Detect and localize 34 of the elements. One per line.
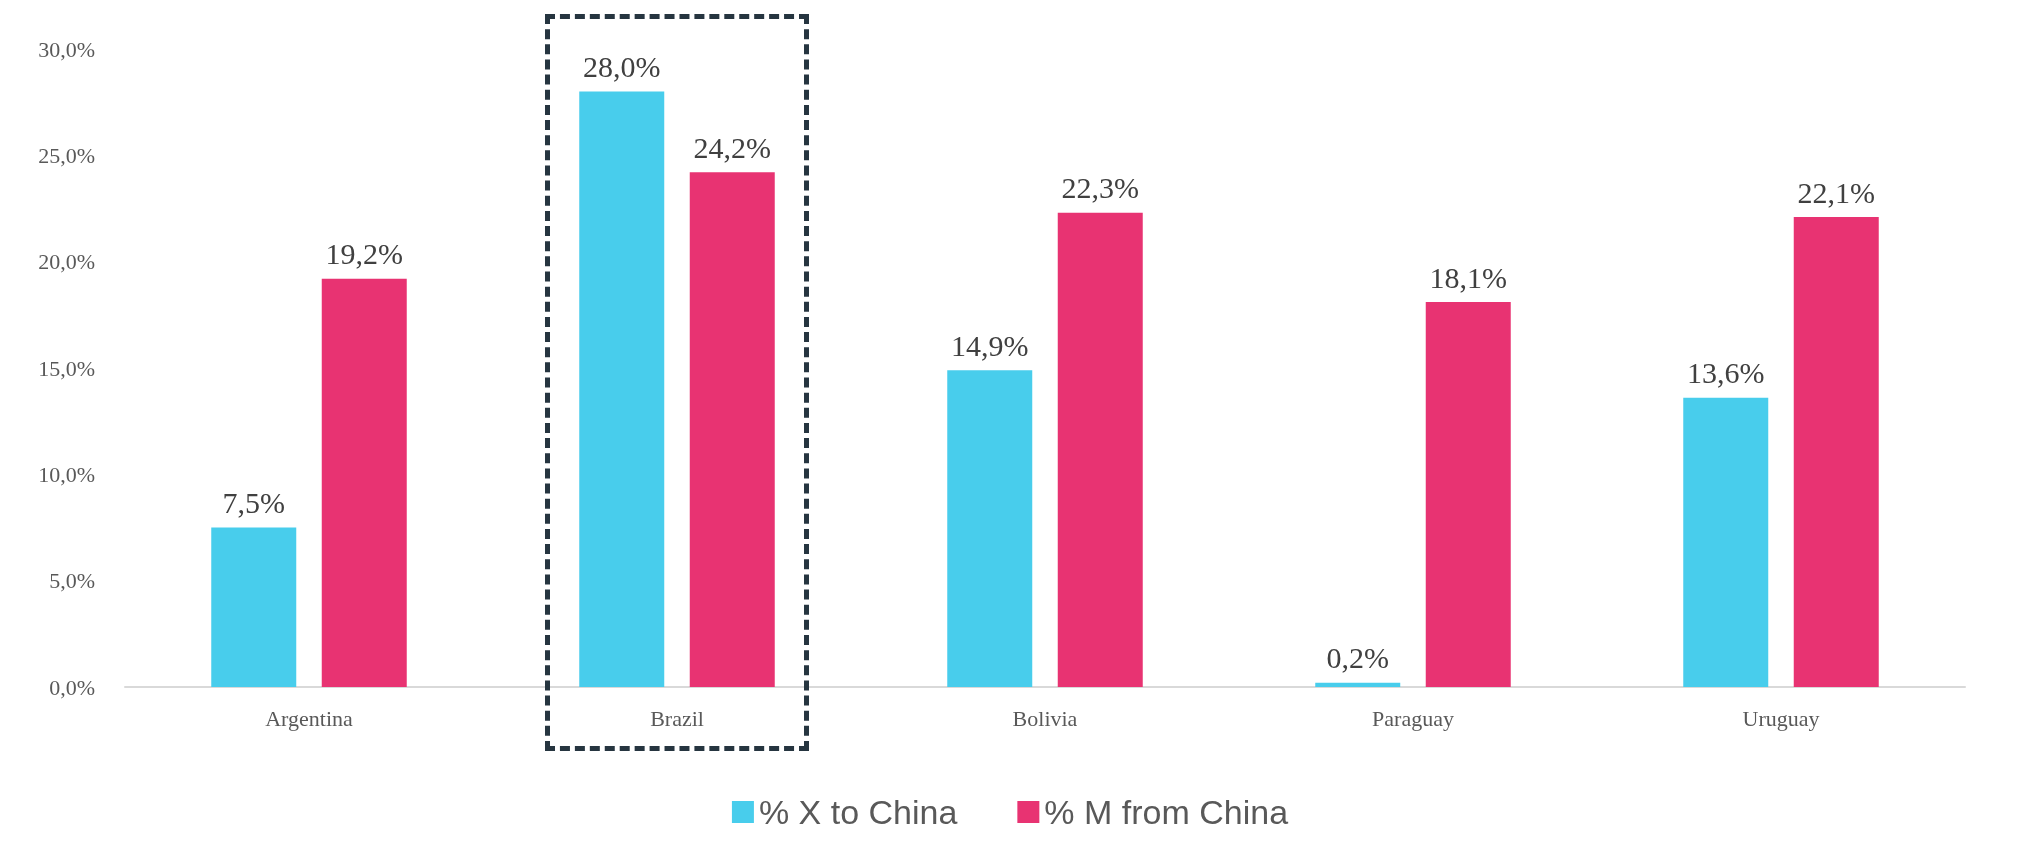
data-label: 13,6% — [1687, 356, 1765, 390]
x-tick-label: Bolivia — [1012, 705, 1078, 731]
legend-label: % M from China — [1044, 793, 1289, 831]
bar — [1683, 397, 1769, 687]
data-label: 18,1% — [1429, 260, 1507, 294]
bar — [579, 91, 665, 687]
bar — [1793, 217, 1879, 687]
data-label: 22,3% — [1061, 171, 1139, 205]
bar — [321, 278, 407, 687]
data-label: 0,2% — [1326, 641, 1389, 675]
legend-label: % X to China — [758, 793, 958, 831]
data-label: 19,2% — [325, 237, 403, 271]
data-label: 22,1% — [1797, 175, 1875, 209]
y-tick-label: 25,0% — [38, 142, 95, 168]
y-tick-label: 10,0% — [38, 461, 95, 487]
bar — [1315, 682, 1401, 687]
bar — [689, 172, 775, 687]
bar — [947, 370, 1033, 687]
data-label: 28,0% — [583, 50, 661, 84]
y-tick-label: 0,0% — [49, 674, 95, 700]
y-tick-label: 30,0% — [38, 36, 95, 62]
x-tick-label: Brazil — [650, 705, 704, 731]
data-label: 24,2% — [693, 130, 771, 164]
data-label: 7,5% — [222, 486, 285, 519]
x-tick-label: Paraguay — [1372, 705, 1454, 731]
bar — [1057, 212, 1143, 687]
y-tick-label: 5,0% — [49, 568, 95, 594]
bar — [211, 527, 297, 687]
data-label: 14,9% — [951, 328, 1029, 362]
bar — [1425, 302, 1511, 687]
y-tick-label: 20,0% — [38, 249, 95, 275]
x-tick-label: Argentina — [265, 705, 354, 731]
x-tick-label: Uruguay — [1742, 705, 1820, 731]
y-tick-label: 15,0% — [38, 355, 95, 381]
